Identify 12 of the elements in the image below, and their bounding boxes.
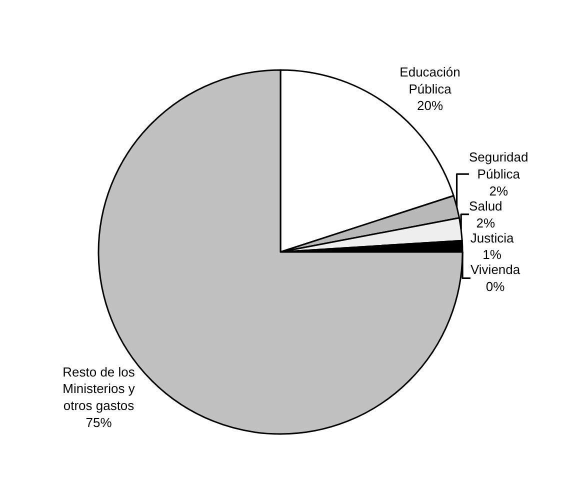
slice-label: Educación Pública bbox=[400, 64, 460, 96]
data-label: 20% bbox=[417, 98, 444, 114]
slice-label: Salud bbox=[469, 198, 502, 214]
data-label: 2% bbox=[489, 183, 508, 198]
text: 0% bbox=[486, 279, 505, 294]
slice-label: Justicia bbox=[470, 230, 515, 246]
slice-label: Seguridad Pública bbox=[468, 150, 528, 182]
slice-label: Resto de los Ministerios y otros gastos bbox=[62, 364, 136, 414]
data-label: 2% bbox=[476, 215, 496, 230]
data-label: 1% bbox=[482, 247, 502, 262]
data-label: 75% bbox=[86, 414, 112, 430]
legend-label: Vivienda bbox=[470, 262, 521, 278]
